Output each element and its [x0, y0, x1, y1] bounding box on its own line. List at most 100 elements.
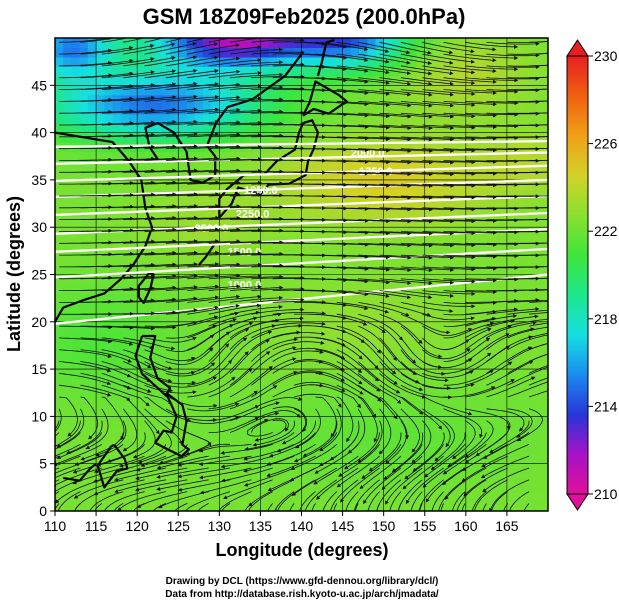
heat-cell: [523, 113, 533, 124]
streamline: [123, 120, 177, 126]
heat-cell: [137, 227, 146, 238]
heat-cell: [342, 246, 352, 257]
heat-cell: [55, 151, 64, 162]
streamline: [272, 383, 324, 398]
heat-cell: [211, 85, 220, 96]
heat-cell: [202, 473, 212, 484]
heat-cell: [449, 94, 459, 105]
streamline: [443, 41, 497, 52]
heat-cell: [506, 208, 516, 219]
heat-cell: [260, 340, 270, 351]
heat-cell: [276, 38, 286, 49]
heat-cell: [219, 265, 229, 276]
heat-cell: [285, 331, 294, 342]
streamline: [294, 89, 348, 94]
heat-cell: [194, 369, 204, 380]
heat-cell: [317, 123, 327, 134]
heat-cell: [367, 359, 377, 370]
streamline: [96, 444, 145, 467]
heat-cell: [104, 179, 114, 190]
heat-cell: [334, 302, 344, 313]
streamline: [229, 324, 276, 350]
heat-cell: [367, 293, 377, 304]
heat-cell: [235, 454, 245, 465]
heat-cell: [391, 406, 401, 417]
heat-cell: [293, 38, 303, 49]
heat-cell: [104, 331, 114, 342]
heat-cell: [112, 56, 122, 67]
heat-cell: [211, 482, 220, 493]
streamline: [443, 124, 497, 130]
streamline: [140, 444, 188, 468]
heat-cell: [87, 359, 97, 370]
heat-cell: [137, 132, 146, 143]
heat-cell: [55, 388, 64, 399]
heat-cell: [326, 416, 335, 427]
heat-cell: [424, 66, 434, 77]
streamline: [187, 311, 239, 327]
heat-cell: [235, 312, 245, 323]
heat-cell: [79, 293, 89, 304]
streamline: [59, 384, 112, 397]
streamline: [336, 266, 391, 272]
heat-cell: [359, 104, 368, 115]
heat-cell: [276, 397, 286, 408]
streamline: [144, 239, 198, 244]
heat-cell: [227, 227, 237, 238]
heat-cell: [465, 388, 475, 399]
colorbar-tick-label: 222: [594, 223, 618, 239]
heat-cell: [515, 312, 524, 323]
heat-cell: [194, 208, 204, 219]
heat-cell: [260, 189, 270, 200]
heat-cell: [87, 463, 97, 474]
heat-cell: [227, 246, 237, 257]
streamline: [464, 65, 519, 72]
heat-cell: [531, 170, 541, 181]
streamline: [229, 263, 284, 268]
streamline: [358, 302, 410, 317]
heat-cell: [227, 75, 237, 86]
plot-area: 2500.02250.02000.01750.01500.01250.01000…: [55, 38, 548, 511]
heat-cell: [539, 340, 548, 351]
streamline: [123, 82, 177, 90]
heat-cell: [96, 378, 105, 389]
heat-cell: [79, 283, 89, 295]
streamline: [486, 327, 535, 351]
streamline: [229, 330, 273, 362]
heat-cell: [400, 113, 409, 124]
heat-cell: [63, 236, 73, 247]
heat-cell: [515, 38, 524, 49]
streamline: [422, 41, 475, 54]
heat-cell: [506, 340, 516, 351]
heat-cell: [383, 378, 393, 389]
heat-cell: [449, 170, 459, 181]
heat-cell: [326, 75, 335, 86]
streamline: [464, 379, 515, 398]
streamline: [101, 384, 150, 407]
streamline: [187, 204, 241, 209]
heat-cell: [375, 38, 385, 49]
streamline: [177, 467, 231, 479]
heat-cell: [211, 378, 220, 389]
heat-cell: [408, 75, 418, 86]
heat-cell: [482, 293, 492, 304]
heat-cell: [252, 246, 262, 257]
heat-cell: [161, 208, 171, 219]
heat-cell: [137, 435, 146, 446]
heat-cell: [170, 198, 179, 209]
heat-cell: [490, 236, 500, 247]
heat-cell: [128, 227, 138, 238]
heat-cell: [276, 501, 286, 511]
heat-cell: [211, 359, 220, 370]
heat-cell: [441, 85, 450, 96]
heat-cell: [104, 274, 114, 285]
heat-cell: [301, 255, 311, 266]
streamline: [165, 82, 219, 90]
streamline: [423, 444, 466, 478]
heat-cell: [359, 236, 368, 247]
heat-cell: [432, 198, 442, 209]
heat-cell: [186, 85, 196, 96]
heat-cell: [252, 482, 262, 493]
heat-cell: [202, 444, 212, 455]
heat-cell: [498, 463, 508, 474]
